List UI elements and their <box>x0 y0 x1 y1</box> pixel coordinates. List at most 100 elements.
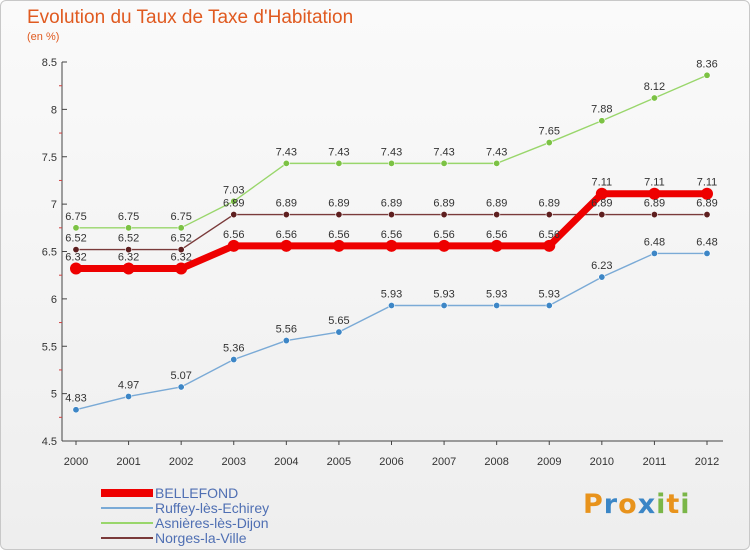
x-tick-label: 2000 <box>64 456 88 468</box>
data-label: 6.75 <box>170 211 191 223</box>
data-point <box>72 224 80 232</box>
data-label: 6.89 <box>486 198 507 210</box>
x-tick-label: 2004 <box>274 456 298 468</box>
data-point <box>543 239 556 252</box>
data-label: 6.89 <box>381 198 402 210</box>
logo-letter: t <box>666 489 681 520</box>
data-label: 7.43 <box>486 146 507 158</box>
data-label: 7.65 <box>539 126 560 138</box>
data-label: 7.43 <box>433 146 454 158</box>
data-label: 6.89 <box>539 198 560 210</box>
data-point <box>125 224 133 232</box>
data-label: 6.89 <box>591 198 612 210</box>
data-label: 7.11 <box>592 177 613 189</box>
logo-letter: r <box>603 489 619 520</box>
logo-letter: P <box>583 489 604 520</box>
y-tick-label: 6 <box>51 294 57 306</box>
chart-subtitle: (en %) <box>27 31 60 43</box>
data-label: 7.03 <box>223 184 244 196</box>
legend-swatch-bellefond <box>101 489 153 497</box>
data-label: 6.89 <box>328 198 349 210</box>
data-point <box>648 187 661 200</box>
data-label: 7.43 <box>328 146 349 158</box>
x-tick-label: 2009 <box>537 456 561 468</box>
data-point <box>230 197 238 205</box>
data-point <box>230 356 238 364</box>
data-label: 6.56 <box>381 229 402 241</box>
data-label: 7.11 <box>644 177 665 189</box>
legend-label-ruffey: Ruffey-lès-Echirey <box>155 500 270 516</box>
x-tick-label: 2006 <box>379 456 403 468</box>
data-point <box>335 328 343 336</box>
data-label: 6.32 <box>65 252 86 264</box>
data-point <box>387 159 395 167</box>
data-label: 6.89 <box>223 198 244 210</box>
data-label: 6.89 <box>696 198 717 210</box>
data-label: 6.56 <box>486 229 507 241</box>
x-tick-label: 2001 <box>116 456 140 468</box>
logo-letter: o <box>618 489 638 520</box>
data-label: 5.65 <box>328 315 349 327</box>
data-label: 6.56 <box>539 229 560 241</box>
data-point <box>598 117 606 125</box>
data-point <box>70 262 82 275</box>
data-label: 7.43 <box>381 146 402 158</box>
data-label: 5.93 <box>433 289 454 301</box>
data-label: 6.48 <box>644 236 665 248</box>
data-label: 6.89 <box>276 198 297 210</box>
data-point <box>335 211 343 219</box>
data-point <box>595 187 608 200</box>
data-point <box>703 249 711 257</box>
data-label: 6.56 <box>223 229 244 241</box>
data-point <box>282 159 290 167</box>
data-label: 4.83 <box>65 393 86 405</box>
legend-swatch-norges <box>101 537 153 539</box>
data-point <box>438 239 451 252</box>
logo-letter: x <box>637 489 657 520</box>
data-label: 6.56 <box>276 229 297 241</box>
data-point <box>385 239 398 252</box>
data-point <box>650 249 658 257</box>
data-point <box>230 211 238 219</box>
data-point <box>72 406 80 414</box>
data-label: 6.23 <box>591 260 612 272</box>
data-point <box>493 159 501 167</box>
x-tick-label: 2007 <box>432 456 456 468</box>
y-tick-label: 8.5 <box>42 57 57 69</box>
y-tick-label: 7.5 <box>42 152 57 164</box>
legend-swatch-ruffey <box>101 507 153 509</box>
proxiti-logo: Proxiti <box>583 489 691 520</box>
data-label: 5.36 <box>223 343 244 355</box>
x-tick-label: 2011 <box>643 456 667 468</box>
y-tick-label: 7 <box>51 199 57 211</box>
legend-label-norges: Norges-la-Ville <box>155 530 247 546</box>
series-line <box>75 252 708 411</box>
data-point <box>545 139 553 147</box>
data-point <box>701 187 713 200</box>
data-label: 6.75 <box>65 211 86 223</box>
data-label: 6.32 <box>118 252 139 264</box>
data-label: 8.36 <box>696 58 717 70</box>
data-label: 6.52 <box>170 233 191 245</box>
x-tick-label: 2003 <box>222 456 246 468</box>
data-point <box>703 71 711 79</box>
legend-swatch-asnieres <box>101 522 153 524</box>
y-tick-label: 4.5 <box>42 436 57 448</box>
x-tick-label: 2005 <box>327 456 351 468</box>
logo-letter: i <box>656 489 667 520</box>
data-label: 7.11 <box>697 177 718 189</box>
data-point <box>598 273 606 281</box>
data-label: 6.56 <box>328 229 349 241</box>
data-point <box>440 211 448 219</box>
data-point <box>72 246 80 254</box>
data-label: 5.07 <box>170 370 191 382</box>
data-label: 8.12 <box>644 81 665 93</box>
data-point <box>387 211 395 219</box>
chart-title: Evolution du Taux de Taxe d'Habitation <box>27 7 354 28</box>
data-point <box>387 302 395 310</box>
y-tick-label: 6.5 <box>42 247 57 259</box>
y-tick-label: 8 <box>51 104 57 116</box>
x-tick-label: 2008 <box>484 456 508 468</box>
data-label: 7.88 <box>591 104 612 116</box>
